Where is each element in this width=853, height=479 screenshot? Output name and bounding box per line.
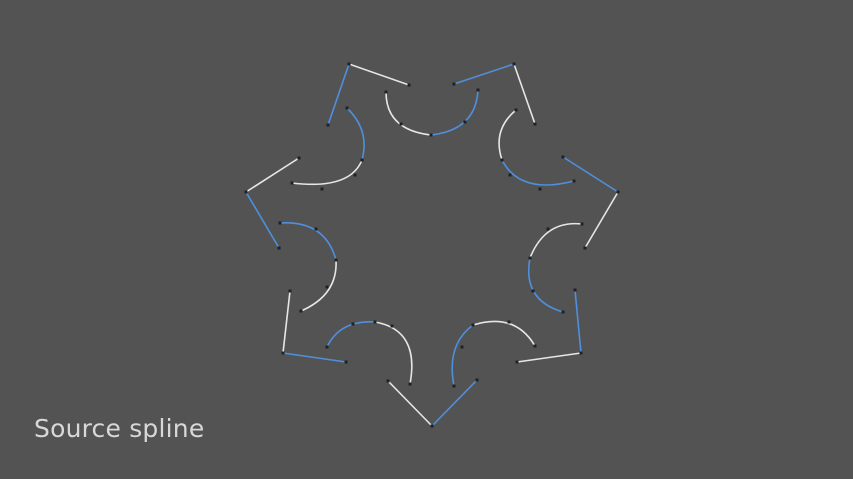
spline-vertex-outer-13[interactable] [386,379,390,383]
spline-line-segment-11 [431,379,478,427]
spline-vertex-outer-19[interactable] [297,156,301,160]
spline-vertex-arc-11[interactable] [572,179,576,183]
spline-vertex-knot-5[interactable] [538,187,542,191]
spline-vertices [244,62,620,428]
spline-vertex-arc-14[interactable] [528,256,532,260]
spline-segments [245,63,619,427]
spline-vertex-outer-18[interactable] [244,190,248,194]
spline-arc-segment-11 [326,321,376,348]
spline-vertex-arc-26[interactable] [334,258,338,262]
spline-vertex-arc-18[interactable] [471,323,475,327]
spline-gap-1 [454,84,478,90]
spline-vertex-outer-2[interactable] [452,82,456,86]
spline-line-segment-9 [516,352,582,363]
spline-vertex-knot-4[interactable] [508,173,512,177]
spline-line-segment-5 [562,156,619,193]
spline-arc-segment-8 [472,320,536,347]
spline-vertex-outer-16[interactable] [288,289,292,293]
spline-gap-7 [563,290,575,312]
spline-arc-segment-4 [498,109,517,161]
spline-arc-segment-10 [374,321,413,385]
spline-vertex-outer-10[interactable] [515,360,519,364]
spline-vertex-knot-13[interactable] [314,227,318,231]
spline-vertex-outer-3[interactable] [512,62,516,66]
spline-vertex-knot-7[interactable] [531,289,535,293]
spline-vertex-knot-3[interactable] [320,187,324,191]
spline-arc-segment-13 [279,222,337,261]
spline-arc-segment-0 [385,91,432,136]
spline-line-segment-12 [387,380,433,427]
spline-vertex-arc-23[interactable] [325,345,329,349]
spline-line-segment-17 [245,191,280,249]
spline-gap-6 [582,224,585,248]
spline-vertex-arc-0[interactable] [384,90,388,94]
spline-line-segment-20 [327,63,350,126]
spline-line-segment-18 [245,157,300,193]
spline-arc-segment-7 [528,257,564,313]
spline-vertex-outer-5[interactable] [561,155,565,159]
spline-line-segment-15 [282,290,291,354]
spline-vertex-outer-6[interactable] [616,190,620,194]
spline-vertex-arc-12[interactable] [580,222,584,226]
spline-gap-0 [386,85,409,92]
spline-vertex-arc-7[interactable] [290,181,294,185]
spline-vertex-knot-0[interactable] [399,122,403,126]
caption-label: Source spline [34,414,205,443]
spline-gap-13 [279,223,280,248]
spline-vertex-arc-15[interactable] [561,310,565,314]
spline-vertex-arc-22[interactable] [373,320,377,324]
spline-vertex-knot-8[interactable] [507,320,511,324]
spline-vertex-outer-12[interactable] [430,424,434,428]
spline-line-segment-0 [348,63,410,86]
spline-vertex-arc-27[interactable] [278,221,282,225]
spline-arc-segment-5 [501,159,575,186]
spline-vertex-arc-16[interactable] [533,344,537,348]
spline-vertex-outer-7[interactable] [583,246,587,250]
spline-vertex-arc-24[interactable] [299,309,303,313]
spline-vertex-outer-20[interactable] [326,123,330,127]
spline-line-segment-3 [513,63,536,125]
spline-vertex-outer-0[interactable] [347,62,351,66]
spline-vertex-knot-10[interactable] [390,324,394,328]
spline-vertex-knot-1[interactable] [463,120,467,124]
spline-vertex-knot-2[interactable] [353,173,357,177]
spline-vertex-knot-12[interactable] [325,285,329,289]
spline-line-segment-8 [574,289,582,354]
spline-arc-segment-1 [430,89,479,136]
spline-vertex-arc-3[interactable] [476,88,480,92]
spline-line-segment-2 [453,63,515,85]
spline-vertex-knot-11[interactable] [351,322,355,326]
spline-line-segment-6 [584,191,619,249]
spline-vertex-outer-9[interactable] [579,351,583,355]
spline-arc-segment-9 [451,324,474,387]
spline-line-segment-14 [282,352,347,363]
spline-vertex-outer-11[interactable] [475,378,479,382]
spline-vertex-arc-19[interactable] [452,384,456,388]
spline-vertex-knot-6[interactable] [546,227,550,231]
spline-vertex-outer-8[interactable] [573,288,577,292]
spline-vertex-arc-6[interactable] [360,158,364,162]
spline-vertex-arc-8[interactable] [514,108,518,112]
spline-vertex-outer-15[interactable] [281,351,285,355]
spline-vertex-outer-4[interactable] [533,122,537,126]
spline-arc-segment-3 [291,159,363,186]
spline-arc-segment-6 [529,222,583,259]
spline-vertex-arc-2[interactable] [429,133,433,137]
spline-arc-segment-12 [300,259,337,312]
spline-vertex-outer-17[interactable] [277,246,281,250]
spline-arc-segment-2 [346,107,365,161]
spline-vertex-knot-9[interactable] [460,345,464,349]
spline-vertex-outer-1[interactable] [407,83,411,87]
spline-vertex-arc-10[interactable] [500,158,504,162]
spline-vertex-arc-20[interactable] [408,382,412,386]
spline-gap-12 [290,291,301,311]
spline-vertex-outer-14[interactable] [344,360,348,364]
spline-vertex-arc-4[interactable] [345,106,349,110]
